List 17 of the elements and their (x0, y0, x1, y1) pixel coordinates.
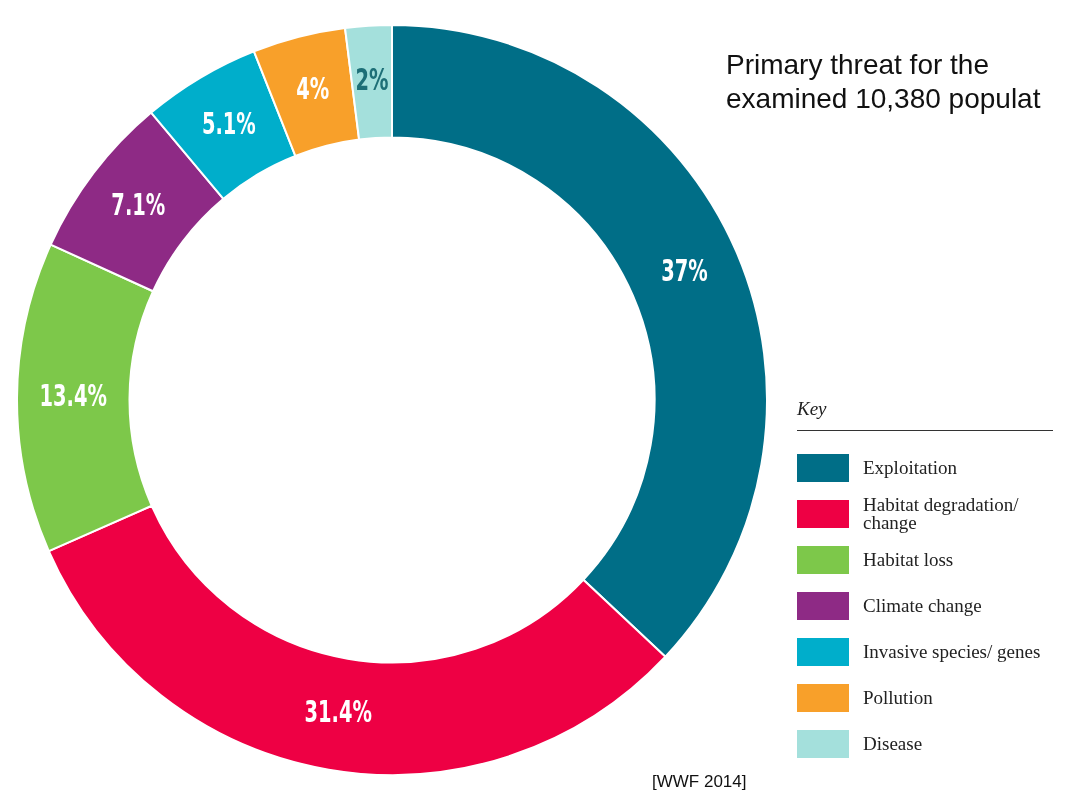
legend-label: Habitat degradation/ change (863, 494, 1020, 533)
data-label: 7.1% (111, 187, 166, 222)
legend-label: Invasive species/ genes (863, 641, 1041, 662)
data-label: 37% (661, 253, 708, 289)
data-label: 2% (355, 62, 389, 97)
text: [WWF 2014] (652, 772, 747, 792)
legend-label: Exploitation (863, 457, 957, 478)
legend-label: Habitat loss (863, 549, 954, 570)
legend-label: Pollution (863, 687, 933, 708)
data-label: 13.4% (39, 378, 107, 413)
data-label: 31.4% (304, 694, 372, 729)
legend-label: Disease (863, 733, 923, 754)
data-label: 5.1% (201, 106, 256, 141)
text: Primary threat for the examined 10,380 populat (726, 48, 1042, 116)
data-label: 4% (296, 71, 330, 106)
legend-title: Key (797, 398, 1053, 431)
legend-label: Climate change (863, 595, 982, 616)
